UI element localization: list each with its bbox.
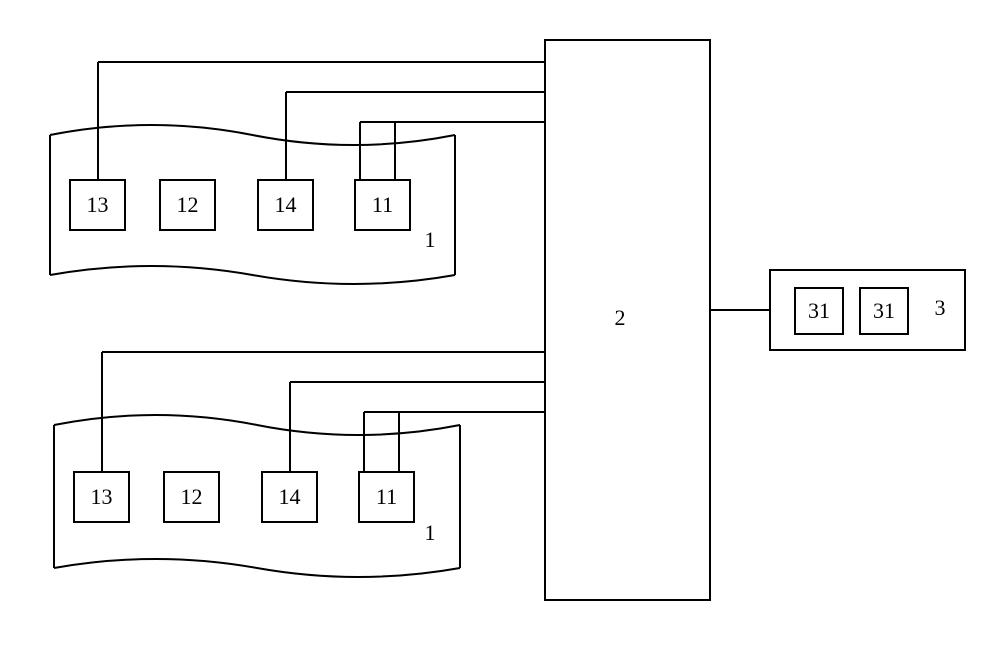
block-2 <box>545 40 710 600</box>
module-wave-bottom <box>50 266 455 284</box>
module-inner-label: 11 <box>372 192 393 217</box>
module-inner-label: 13 <box>91 484 113 509</box>
module-label: 1 <box>425 520 436 545</box>
diagram-svg: 231313113121411113121411 <box>0 0 1000 648</box>
module-inner-label: 14 <box>279 484 301 509</box>
module-inner-label: 13 <box>87 192 109 217</box>
block-3-cell-label: 31 <box>873 298 895 323</box>
module-inner-label: 12 <box>181 484 203 509</box>
block-3-cell-label: 31 <box>808 298 830 323</box>
block-2-label: 2 <box>615 305 626 330</box>
module-inner-label: 12 <box>177 192 199 217</box>
module-wave-bottom <box>54 559 460 577</box>
module-label: 1 <box>425 227 436 252</box>
block-3-label: 3 <box>935 295 946 320</box>
module-inner-label: 11 <box>376 484 397 509</box>
module-inner-label: 14 <box>275 192 297 217</box>
